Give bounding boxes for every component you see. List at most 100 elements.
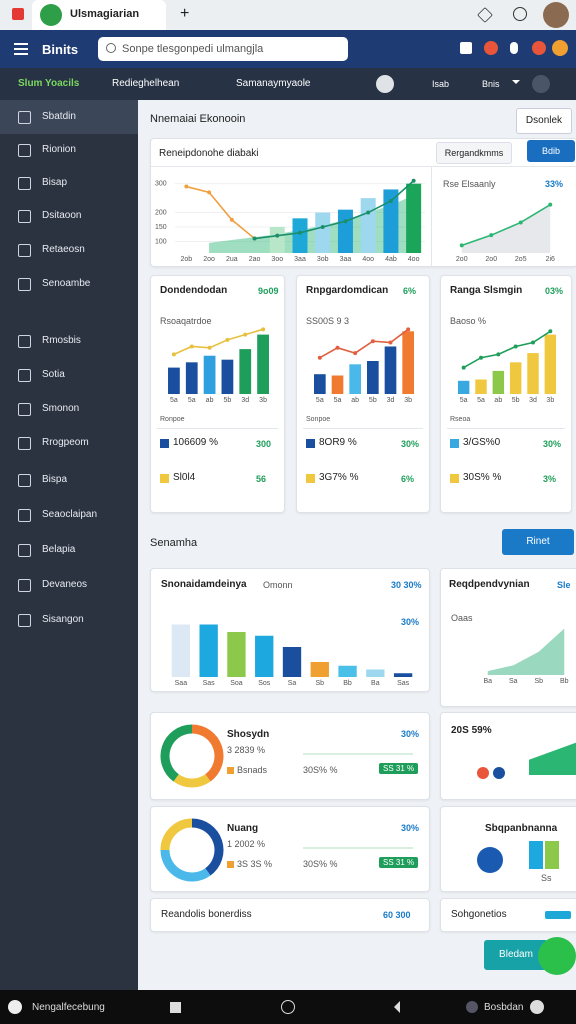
y-tick-label: 300 bbox=[155, 181, 167, 188]
sidebar-item[interactable]: Rionion bbox=[0, 133, 138, 167]
bar bbox=[255, 635, 274, 677]
bar bbox=[203, 355, 216, 394]
stat-swatch bbox=[450, 474, 459, 483]
sidebar-item[interactable]: Sisangon bbox=[0, 603, 138, 637]
line bbox=[319, 328, 409, 359]
stat-value: 8OR9 % bbox=[319, 437, 357, 448]
line-point bbox=[207, 190, 212, 195]
header-icon[interactable] bbox=[552, 40, 568, 56]
system-bar: Nengalfecebung Bosbdan bbox=[0, 990, 576, 1024]
x-tick-label: 3d bbox=[529, 397, 537, 404]
browser-bar: Ulsmagiarian + bbox=[0, 0, 576, 30]
bar bbox=[171, 624, 191, 677]
home-button[interactable] bbox=[281, 1000, 295, 1014]
new-tab[interactable]: + bbox=[180, 5, 190, 22]
donut-card: Nuang 1 2002 % 3S 3S % 30S% % SS 31 % 30% bbox=[150, 806, 430, 892]
sidebar-item[interactable]: Sbatdin bbox=[0, 100, 138, 134]
x-tick-label: 3b bbox=[259, 397, 267, 404]
side-note: Ss bbox=[541, 873, 552, 883]
sidebar-item[interactable]: Smonon bbox=[0, 392, 138, 426]
page-action[interactable]: Dsonlek bbox=[516, 108, 572, 134]
line-point bbox=[275, 233, 280, 238]
sidebar-item[interactable]: Senoambe bbox=[0, 267, 138, 301]
sidebar-label: Retaeosn bbox=[42, 244, 85, 255]
sidebar-item[interactable]: Belapia bbox=[0, 533, 138, 567]
donut-segment bbox=[191, 724, 224, 782]
x-tick-label: 5b bbox=[369, 397, 377, 404]
sidebar-label: Rmosbis bbox=[42, 335, 81, 346]
fab-label[interactable]: Bledam bbox=[484, 940, 548, 970]
recents-button[interactable] bbox=[170, 1002, 181, 1013]
nav-link[interactable]: Redieghelhean bbox=[112, 78, 180, 89]
nav-icon[interactable] bbox=[376, 75, 394, 93]
bar bbox=[544, 334, 557, 394]
x-tick-label: 3d bbox=[387, 397, 395, 404]
card-title: Reneipdonohe diabaki bbox=[159, 148, 259, 159]
header-icon[interactable] bbox=[532, 41, 546, 55]
x-tick-label: 3b bbox=[546, 397, 554, 404]
header-icon[interactable] bbox=[510, 42, 518, 54]
sidebar-item[interactable]: Rrogpeom bbox=[0, 426, 138, 460]
sidebar-item[interactable]: Bispa bbox=[0, 463, 138, 497]
bar bbox=[475, 379, 487, 394]
dropdown-arrow[interactable] bbox=[512, 80, 520, 88]
nav-icon[interactable] bbox=[532, 75, 550, 93]
nav-right[interactable]: Bnis bbox=[482, 79, 500, 89]
x-tick-label: Sas bbox=[203, 680, 216, 687]
card-badge: 9o09 bbox=[258, 286, 279, 296]
header-icon[interactable] bbox=[460, 42, 472, 54]
profile-icon[interactable] bbox=[513, 7, 527, 21]
sidebar-item[interactable]: Rmosbis bbox=[0, 324, 138, 358]
nav-primary[interactable]: Slum Yoacils bbox=[18, 78, 80, 89]
filter-button[interactable]: Rergandkmms bbox=[436, 142, 512, 164]
x-tick-label: Sb bbox=[534, 678, 543, 685]
browser-tab[interactable]: Ulsmagiarian bbox=[32, 0, 166, 30]
back-button[interactable] bbox=[394, 1001, 400, 1013]
line-point bbox=[366, 210, 371, 215]
line-point bbox=[189, 344, 194, 349]
line-point bbox=[171, 352, 176, 357]
nav-right[interactable]: Isab bbox=[432, 79, 450, 89]
x-tick-label: ab bbox=[494, 397, 502, 404]
x-tick-label: 4ab bbox=[385, 256, 397, 263]
donut-bar bbox=[303, 753, 413, 755]
primary-button[interactable]: Bdib bbox=[527, 140, 575, 162]
sidebar-icon bbox=[18, 403, 31, 416]
sidebar-item[interactable]: Retaeosn bbox=[0, 233, 138, 267]
fab[interactable] bbox=[538, 937, 576, 975]
sidebar-item[interactable]: Dsitaoon bbox=[0, 199, 138, 233]
card-badge: 03% bbox=[545, 286, 564, 296]
section-button[interactable]: Rinet bbox=[502, 529, 574, 555]
chart: 5a 5a ab 5b 3d 3b bbox=[457, 329, 557, 404]
x-tick-label: Saa bbox=[175, 680, 188, 687]
donut-value: 1 2002 % bbox=[227, 839, 266, 849]
sidebar-item[interactable]: Bisap bbox=[0, 166, 138, 200]
header-icon[interactable] bbox=[484, 41, 498, 55]
card-subtitle: SS00S 9 3 bbox=[306, 316, 350, 326]
info-icon bbox=[477, 847, 503, 873]
stat-pct: 30% bbox=[543, 439, 562, 449]
system-left: Nengalfecebung bbox=[32, 1002, 105, 1013]
x-tick-label: 3aa bbox=[294, 256, 306, 263]
metric-card: Dondendodan 9o09 Rsoaqatrdoe 5a 5a ab 5b 3d 3b Ro… bbox=[150, 275, 285, 513]
tab-logo bbox=[40, 4, 62, 26]
sidebar-label: Sotia bbox=[42, 369, 65, 380]
legend-swatch bbox=[227, 767, 234, 774]
avatar[interactable] bbox=[543, 2, 569, 28]
system-icon bbox=[466, 1001, 478, 1013]
sidebar-item[interactable]: Devaneos bbox=[0, 568, 138, 602]
sidebar-label: Bisap bbox=[42, 177, 68, 188]
sidebar-item[interactable]: Sotia bbox=[0, 358, 138, 392]
sidebar-item[interactable]: Seaoclaipan bbox=[0, 498, 138, 532]
donut-legend: 3S 3S % bbox=[237, 859, 273, 869]
nav-link[interactable]: Samanaymyaole bbox=[236, 78, 311, 89]
dot bbox=[477, 767, 489, 779]
tab-title: Ulsmagiarian bbox=[70, 8, 140, 20]
donut-segment bbox=[160, 849, 211, 882]
stat-value: 106609 % bbox=[173, 437, 219, 448]
bookmark-icon[interactable] bbox=[477, 7, 493, 23]
card-title: Ranga Slsmgin bbox=[450, 285, 523, 296]
menu-button[interactable] bbox=[14, 43, 28, 45]
sidebar-icon bbox=[18, 335, 31, 348]
search-box[interactable]: Sonpe tlesgonpedi ulmangjla bbox=[98, 37, 348, 61]
